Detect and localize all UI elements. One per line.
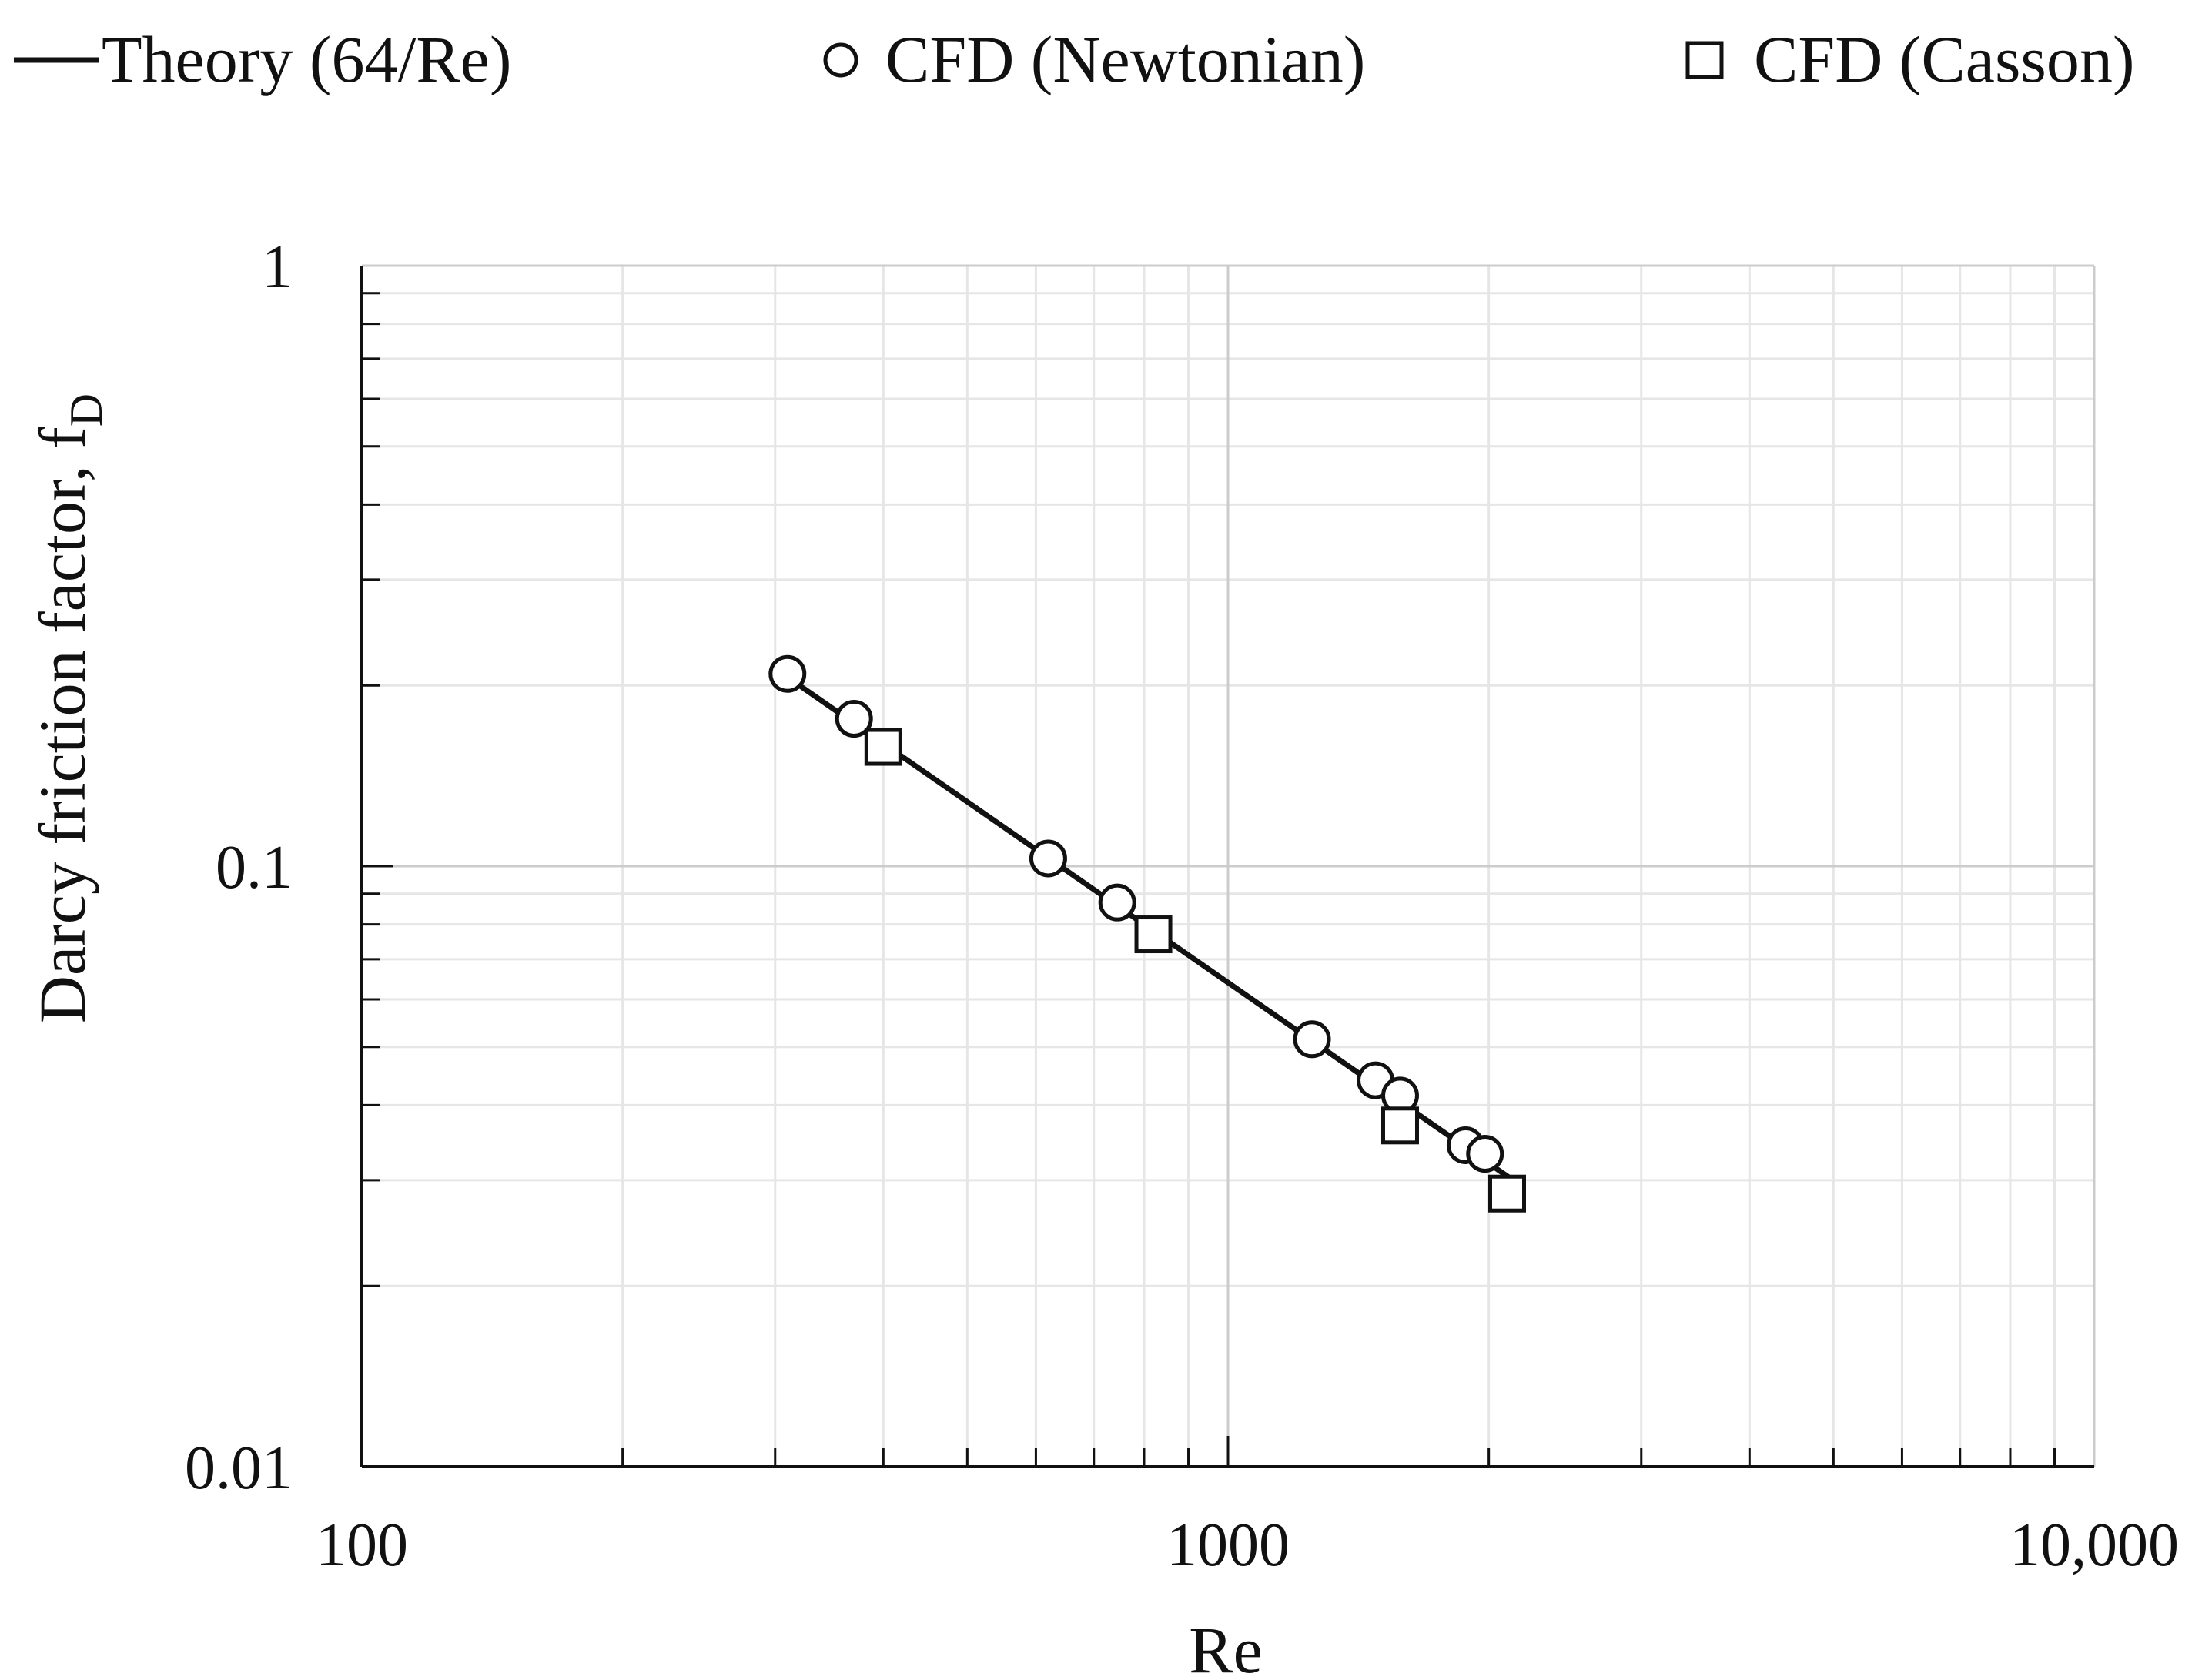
legend-square-swatch (1685, 41, 1724, 79)
legend-label-theory: Theory (64/Re) (102, 22, 512, 96)
series (768, 654, 1527, 1213)
legend-circle-swatch (823, 42, 858, 78)
casson-point (864, 728, 902, 766)
x-tick-label: 1000 (1166, 1511, 1290, 1579)
legend-label-casson: CFD (Casson) (1754, 22, 2135, 96)
y-tick-label: 0.1 (216, 834, 293, 902)
legend-item-casson: CFD (Casson) (1685, 22, 2135, 96)
newtonian-point (1293, 1020, 1331, 1059)
newtonian-point (1098, 883, 1136, 922)
newtonian-point (768, 654, 807, 693)
legend-item-newtonian: CFD (Newtonian) (823, 22, 1365, 96)
newtonian-point (835, 700, 873, 738)
casson-point (1134, 915, 1173, 954)
y-axis-title-main: Darcy friction factor, f (25, 427, 99, 1023)
x-tick-label: 10,000 (2010, 1511, 2179, 1579)
newtonian-point (1466, 1135, 1504, 1173)
y-tick-label: 0.01 (185, 1434, 293, 1502)
newtonian-point (1029, 839, 1067, 878)
x-tick-label: 100 (316, 1511, 408, 1579)
legend: Theory (64/Re) CFD (Newtonian) CFD (Cass… (14, 22, 2135, 96)
y-axis-title: Darcy friction factor, fD (25, 393, 112, 1023)
y-axis-title-subscript: D (61, 393, 112, 427)
x-axis-title: Re (1189, 1613, 1263, 1680)
casson-point (1380, 1106, 1419, 1145)
axes (360, 264, 2096, 1468)
grid (360, 264, 2096, 1468)
legend-label-newtonian: CFD (Newtonian) (885, 22, 1365, 96)
tick-labels: 100 1000 10,000 0.01 0.1 1 (185, 233, 2179, 1579)
legend-item-theory: Theory (64/Re) (14, 22, 512, 96)
casson-point (1487, 1174, 1526, 1213)
y-tick-label: 1 (262, 233, 293, 301)
